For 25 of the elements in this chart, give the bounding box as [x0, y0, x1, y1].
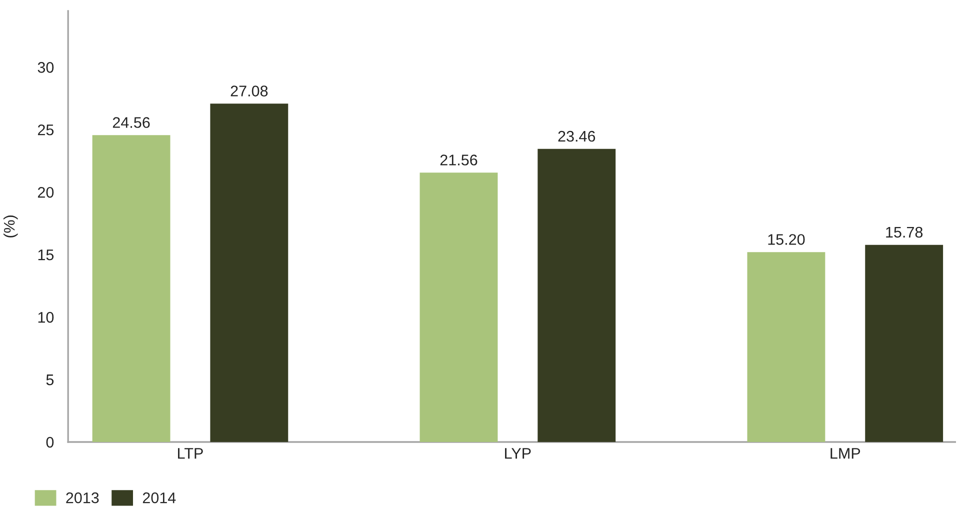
data-label: 27.08 [230, 86, 268, 96]
bar [92, 135, 170, 442]
data-label: 15.20 [768, 234, 805, 245]
y-tick-label: 0 [46, 436, 54, 448]
bar [538, 148, 616, 442]
y-axis-title: (%) [4, 216, 18, 238]
bar [420, 172, 498, 442]
legend-label: 2014 [142, 492, 176, 504]
y-tick-label: 15 [38, 250, 54, 260]
y-tick-label: 25 [38, 124, 54, 136]
bar [210, 104, 288, 442]
y-tick-label: 10 [38, 312, 54, 323]
x-tick-label: LYP [505, 448, 531, 459]
y-tick-label: 20 [38, 186, 54, 198]
data-label: 21.56 [440, 154, 478, 166]
x-tick-label: LTP [178, 448, 203, 459]
bar [747, 252, 826, 442]
data-label: 23.46 [558, 130, 596, 142]
data-label: 24.56 [112, 117, 150, 128]
bar [865, 244, 944, 442]
x-tick-label: LMP [830, 448, 860, 459]
data-label: 15.78 [886, 226, 923, 238]
y-tick-label: 30 [38, 62, 54, 73]
legend-label: 2013 [66, 492, 99, 504]
y-tick-label: 5 [46, 374, 54, 386]
